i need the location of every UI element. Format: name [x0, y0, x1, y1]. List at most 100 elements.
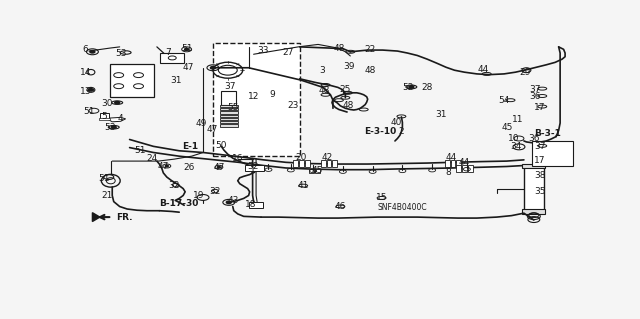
Text: 24: 24: [147, 154, 157, 163]
Text: 51: 51: [181, 44, 193, 53]
Bar: [300, 160, 304, 167]
Text: 44: 44: [459, 158, 470, 167]
Text: 51: 51: [98, 174, 109, 183]
Bar: [445, 160, 449, 167]
Circle shape: [90, 50, 95, 53]
Bar: [456, 165, 461, 172]
Text: 11: 11: [512, 115, 524, 124]
Bar: [220, 105, 237, 107]
Bar: [293, 160, 298, 167]
Text: 54: 54: [499, 96, 510, 105]
Text: 47: 47: [157, 162, 169, 171]
Text: 10: 10: [508, 134, 520, 143]
Text: 26: 26: [184, 163, 195, 173]
Text: 28: 28: [422, 83, 433, 92]
Text: 31: 31: [435, 110, 447, 119]
Text: 21: 21: [102, 191, 113, 200]
Text: 53: 53: [115, 48, 127, 57]
Text: 22: 22: [365, 45, 376, 54]
Text: 30: 30: [102, 99, 113, 108]
Text: 31: 31: [170, 76, 182, 85]
Text: 47: 47: [207, 125, 218, 134]
Text: 1: 1: [250, 166, 255, 175]
Text: SNF4B0400C: SNF4B0400C: [378, 203, 428, 212]
Text: 17: 17: [534, 102, 545, 112]
Bar: [110, 64, 154, 97]
Text: 18: 18: [245, 200, 257, 209]
Text: 7: 7: [165, 48, 171, 57]
Text: B-3-1: B-3-1: [534, 129, 561, 138]
Text: 3: 3: [319, 66, 325, 75]
Text: E-3-10: E-3-10: [364, 127, 396, 136]
Text: 42: 42: [321, 153, 333, 162]
Text: 35: 35: [534, 187, 546, 196]
Circle shape: [211, 67, 216, 69]
Circle shape: [218, 167, 220, 168]
Text: 52: 52: [403, 83, 414, 92]
Bar: [456, 160, 461, 167]
Bar: [220, 121, 237, 123]
Text: 9: 9: [269, 90, 275, 99]
Bar: [99, 118, 110, 120]
Bar: [522, 164, 545, 168]
Bar: [321, 160, 326, 167]
Text: 41: 41: [298, 181, 309, 190]
Bar: [305, 160, 310, 167]
Text: 32: 32: [168, 181, 180, 190]
Bar: [220, 108, 237, 110]
Text: 34: 34: [510, 142, 521, 151]
Text: 46: 46: [335, 202, 346, 211]
Text: 32: 32: [209, 187, 221, 196]
Bar: [309, 169, 314, 173]
Bar: [326, 160, 332, 167]
Text: 45: 45: [312, 166, 323, 175]
Circle shape: [88, 89, 93, 91]
Bar: [100, 114, 109, 119]
Text: 32: 32: [247, 162, 259, 171]
Bar: [220, 115, 237, 117]
Text: 36: 36: [528, 134, 540, 143]
Text: 48: 48: [318, 86, 330, 95]
Text: 5: 5: [101, 112, 107, 122]
Bar: [524, 167, 544, 210]
Text: 44: 44: [477, 65, 488, 74]
Text: 37: 37: [534, 142, 545, 151]
Text: 20: 20: [295, 153, 307, 162]
Bar: [315, 169, 320, 173]
Bar: [522, 209, 545, 214]
Bar: [468, 165, 473, 172]
Text: 36: 36: [529, 92, 541, 101]
Text: 48: 48: [333, 44, 345, 53]
Text: 39: 39: [343, 62, 355, 71]
Bar: [249, 202, 262, 208]
Text: 43: 43: [227, 197, 239, 205]
Text: 17: 17: [534, 156, 545, 165]
Text: 29: 29: [519, 68, 531, 77]
Text: 37: 37: [529, 85, 541, 94]
Text: 55: 55: [227, 103, 239, 112]
Text: 47: 47: [182, 63, 194, 72]
Text: 53: 53: [104, 123, 115, 132]
Text: 12: 12: [248, 92, 259, 101]
Polygon shape: [109, 117, 125, 122]
Bar: [244, 165, 264, 171]
Bar: [220, 111, 237, 114]
Text: 15: 15: [376, 193, 387, 203]
Bar: [221, 91, 236, 105]
Circle shape: [165, 165, 168, 167]
Text: 4: 4: [118, 114, 124, 123]
Bar: [532, 141, 573, 166]
Text: 25: 25: [340, 85, 351, 94]
Bar: [220, 118, 237, 120]
Text: 45: 45: [502, 123, 513, 132]
Text: 51: 51: [135, 145, 147, 154]
Text: 49: 49: [196, 119, 207, 128]
Text: 23: 23: [287, 100, 299, 110]
Bar: [332, 160, 337, 167]
Circle shape: [115, 101, 120, 104]
Text: 50: 50: [216, 141, 227, 150]
Text: 51: 51: [83, 108, 95, 116]
Bar: [213, 43, 300, 156]
Text: 8: 8: [445, 168, 451, 177]
Text: 19: 19: [193, 191, 205, 200]
